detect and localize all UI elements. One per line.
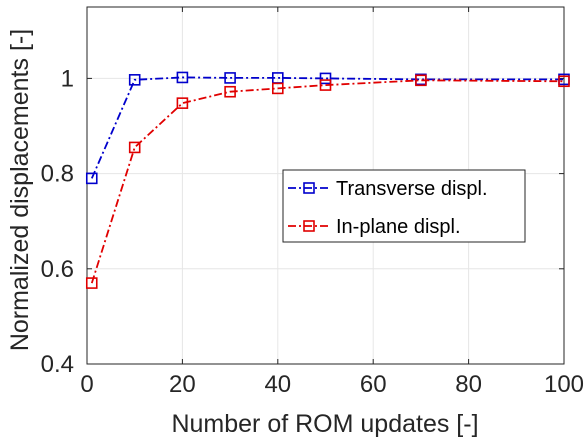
legend: Transverse displ. In-plane displ.	[282, 169, 526, 243]
axes	[86, 6, 565, 365]
series-group	[85, 71, 570, 289]
data-point-marker	[85, 277, 98, 289]
x-tick-label: 100	[544, 371, 584, 398]
tick-labels: 0 20 40 60 80 100 0.4 0.6 0.8 1	[41, 65, 584, 398]
series-line-0	[90, 76, 564, 179]
data-point-marker	[176, 97, 189, 109]
legend-marker-transverse	[303, 182, 315, 194]
data-point-marker	[558, 75, 570, 88]
legend-box	[282, 169, 526, 243]
data-point-marker	[415, 74, 427, 87]
legend-label-inplane: In-plane displ.	[336, 216, 461, 238]
y-tick-label: 0.8	[41, 161, 74, 188]
y-tick-label: 1	[61, 65, 74, 92]
data-point-marker	[224, 85, 236, 98]
x-tick-label: 40	[264, 371, 291, 398]
legend-marker-inplane	[303, 220, 315, 232]
y-tick-label: 0.4	[41, 351, 74, 378]
plot-area-frame	[86, 6, 565, 365]
x-tick-label: 0	[80, 371, 93, 398]
x-tick-label: 60	[360, 371, 387, 398]
y-axis-title: Normalized displacements [-]	[6, 29, 34, 351]
data-point-marker	[176, 71, 189, 84]
legend-label-transverse: Transverse displ.	[336, 178, 488, 200]
data-point-marker	[85, 172, 98, 185]
y-tick-label: 0.6	[41, 256, 74, 283]
data-point-marker	[319, 79, 332, 91]
data-point-marker	[128, 74, 141, 86]
data-point-marker	[128, 141, 141, 154]
data-point-marker	[224, 72, 236, 84]
x-axis-title: Number of ROM updates [-]	[171, 410, 478, 438]
data-point-marker	[319, 72, 332, 85]
x-tick-label: 80	[455, 371, 482, 398]
data-point-marker	[271, 82, 284, 95]
x-tick-label: 20	[169, 371, 196, 398]
